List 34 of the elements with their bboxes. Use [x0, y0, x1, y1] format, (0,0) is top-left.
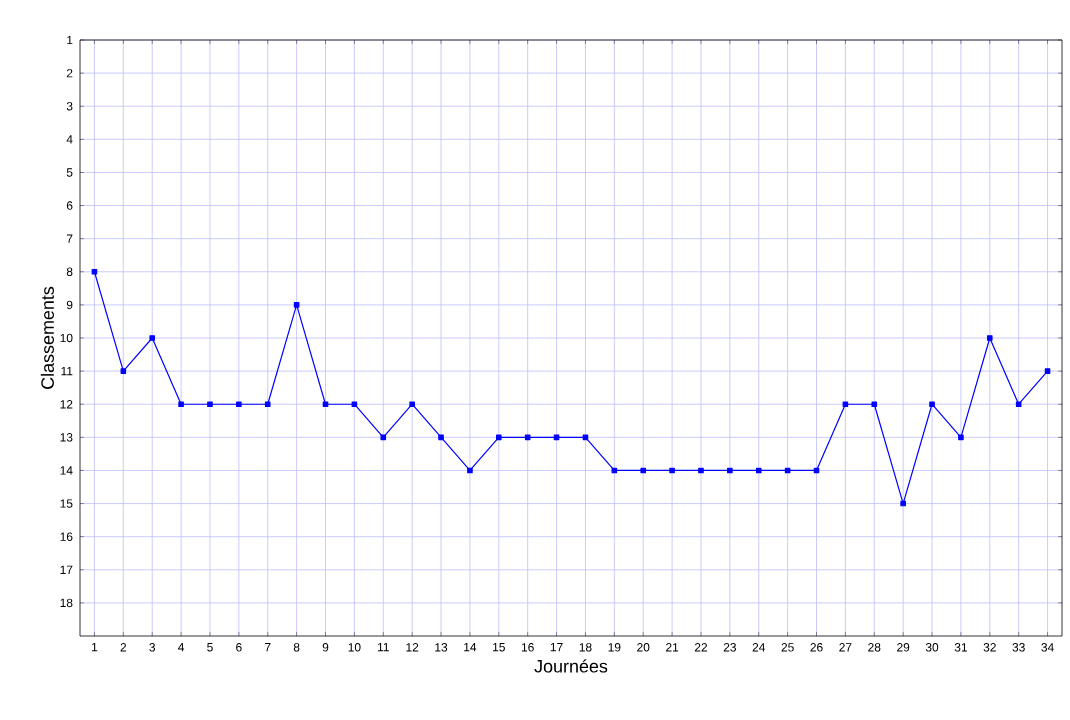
point: [727, 467, 733, 474]
point: [120, 368, 127, 374]
point: [640, 467, 646, 474]
point: [900, 500, 906, 507]
point: [236, 401, 242, 408]
point: [438, 434, 444, 441]
point: [1044, 368, 1051, 374]
point: [582, 434, 589, 441]
point: [842, 401, 849, 408]
point: [207, 401, 213, 408]
point: [987, 335, 993, 341]
point: [293, 302, 300, 308]
point: [669, 467, 675, 474]
point: [871, 401, 878, 408]
point: [524, 434, 531, 441]
point: [264, 401, 271, 408]
point: [553, 434, 560, 441]
point: [467, 467, 473, 474]
point: [611, 467, 618, 474]
point: [149, 335, 155, 341]
point: [496, 434, 502, 441]
x-axis-title: Journées: [534, 659, 608, 673]
point: [409, 401, 415, 408]
point: [698, 467, 704, 474]
point: [91, 268, 98, 275]
point: [322, 401, 329, 408]
point: [755, 467, 762, 474]
point: [958, 434, 964, 441]
point: [380, 434, 387, 441]
y-axis-title: Classements: [40, 286, 54, 389]
point: [929, 401, 935, 408]
point: [1015, 401, 1022, 408]
point: [178, 401, 184, 408]
point: [351, 401, 358, 408]
